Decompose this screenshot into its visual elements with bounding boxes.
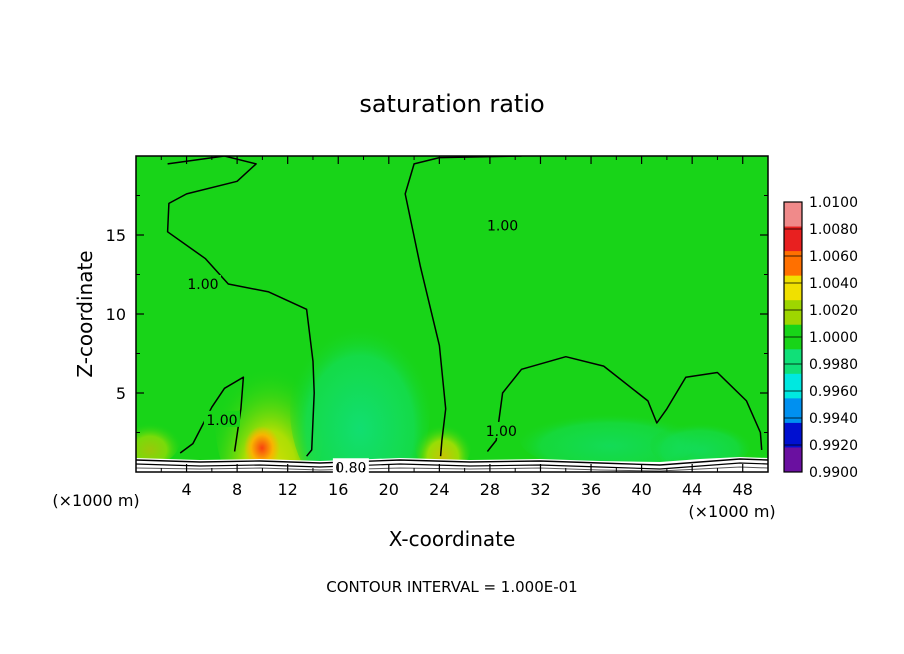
x-tick-label: 16 — [328, 480, 348, 499]
y-axis-ticks: 5 10 15 — [106, 195, 768, 433]
contour-lines — [166, 156, 763, 457]
colorbar-label: 1.0020 — [809, 303, 858, 319]
colorbar-swatch — [784, 202, 802, 228]
colorbar-swatch — [784, 349, 802, 375]
colorbar-swatch — [784, 398, 802, 424]
colorbar-label: 1.0040 — [809, 276, 858, 292]
terrain-band — [136, 457, 768, 472]
contour-1-00-left — [166, 156, 315, 457]
x-tick-label: 24 — [429, 480, 449, 499]
moist-core-left — [244, 426, 280, 470]
terrain-contour-3 — [136, 466, 768, 472]
contour-label-bg — [483, 421, 520, 438]
contour-label: 1.00 — [206, 413, 237, 429]
colorbar-swatch — [784, 422, 802, 448]
colorbar-label: 1.0000 — [809, 330, 858, 346]
contour-label: 1.00 — [486, 424, 517, 440]
colorbar-swatch — [784, 226, 802, 252]
chart-title: saturation ratio — [359, 90, 544, 118]
x-tick-label: 48 — [733, 480, 753, 499]
contour-label-bg — [332, 458, 369, 475]
y-tick-label: 5 — [116, 384, 126, 403]
colorbar-label: 1.0100 — [809, 195, 858, 211]
contour-label: 0.80 — [335, 460, 366, 476]
x-tick-label: 44 — [682, 480, 702, 499]
x-tick-label: 20 — [379, 480, 399, 499]
x-axis-label: X-coordinate — [389, 527, 516, 551]
colorbar-label: 1.0080 — [809, 222, 858, 238]
contour-interval-note: CONTOUR INTERVAL = 1.000E-01 — [326, 578, 577, 596]
moist-patch-center — [415, 415, 471, 472]
contour-1-00-lowleft — [179, 376, 245, 454]
colorbar-label: 1.0060 — [809, 249, 858, 265]
x-tick-label: 32 — [530, 480, 550, 499]
dry-patch-far-right — [650, 420, 750, 470]
x-tick-label: 28 — [480, 480, 500, 499]
contour-label-bg — [184, 274, 221, 291]
x-tick-label: 12 — [278, 480, 298, 499]
colorbar-swatch — [784, 275, 802, 301]
colorbar-label: 0.9980 — [809, 357, 858, 373]
colorbar-label: 0.9900 — [809, 465, 858, 481]
colorbar-swatch — [784, 373, 802, 399]
y-axis-label: Z-coordinate — [73, 250, 97, 377]
y-tick-label: 10 — [106, 305, 126, 324]
x-unit-left: (×1000 m) — [52, 491, 139, 510]
terrain-contour-1 — [136, 458, 768, 466]
moist-patch-left-edge — [136, 415, 180, 465]
colorbar-label: 0.9940 — [809, 411, 858, 427]
colorbar-swatch — [784, 251, 802, 277]
contour-1-00-right — [404, 156, 522, 457]
colorbar-label: 0.9920 — [809, 438, 858, 454]
x-tick-label: 4 — [181, 480, 191, 499]
colorbar: 1.0100 1.0080 1.0060 1.0040 1.0020 1.0000 0.99… — [783, 195, 858, 481]
contour-labels: 1.00 1.00 1.00 1.00 0.80 — [184, 216, 521, 476]
colorbar-swatch — [784, 447, 802, 473]
x-axis-ticks: 4 8 12 16 20 24 28 32 36 40 44 48 — [160, 156, 753, 499]
dry-region-center — [290, 315, 430, 472]
contour-label-bg — [203, 410, 240, 427]
x-unit-right: (×1000 m) — [688, 502, 775, 521]
plot-area — [136, 156, 768, 472]
contour-1-00-bottom — [486, 355, 763, 452]
x-tick-label: 40 — [631, 480, 651, 499]
contour-label: 1.00 — [187, 277, 218, 293]
x-tick-label: 8 — [232, 480, 242, 499]
contour-label-bg — [484, 216, 521, 233]
terrain-contour-2 — [136, 462, 768, 470]
y-tick-label: 15 — [106, 226, 126, 245]
colorbar-label: 0.9960 — [809, 384, 858, 400]
contour-label: 1.00 — [487, 219, 518, 235]
colorbar-swatch — [784, 300, 802, 326]
x-tick-label: 36 — [581, 480, 601, 499]
